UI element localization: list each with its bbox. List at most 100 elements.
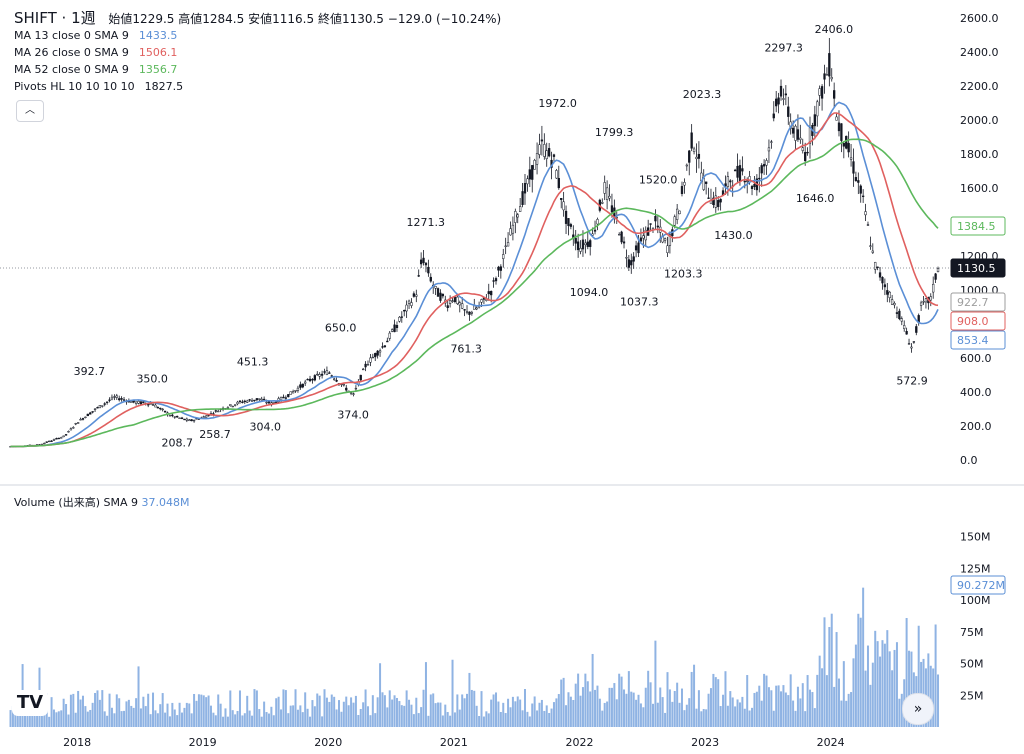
candle-body — [108, 399, 111, 401]
candle-body — [866, 224, 870, 226]
volume-legend[interactable]: Volume (出来高) SMA 9 37.048M — [14, 494, 189, 510]
volume-bar — [729, 691, 732, 727]
scroll-to-realtime-button[interactable]: » — [902, 693, 934, 725]
candle-body — [142, 401, 145, 404]
volume-bar — [676, 682, 679, 727]
candle-body — [818, 88, 821, 96]
volume-bar — [883, 643, 886, 727]
moving-average-lines — [10, 101, 939, 448]
volume-bar — [48, 716, 51, 727]
candle-body — [492, 280, 495, 282]
volume-bar — [444, 704, 447, 727]
volume-bar — [26, 713, 29, 727]
volume-bar — [521, 710, 524, 727]
indicator-label: MA 26 close 0 SMA 9 — [14, 46, 129, 59]
candle-body — [415, 294, 418, 297]
candle-body — [581, 239, 585, 250]
candle-body — [265, 401, 268, 404]
volume-bar — [584, 673, 587, 727]
volume-bar — [142, 696, 145, 727]
volume-bar — [147, 693, 150, 727]
price-axis[interactable]: 0.0200.0400.0600.0800.01000.01200.01400.… — [960, 12, 999, 702]
candle-body — [458, 302, 461, 306]
volume-bar — [125, 701, 128, 727]
volume-bar — [813, 708, 816, 727]
candle-body — [470, 311, 474, 314]
volume-bar — [258, 709, 261, 727]
axis-value-label: 1384.5 — [957, 220, 996, 233]
candle-body — [869, 245, 872, 247]
volume-bar — [881, 640, 884, 727]
volume-bar — [205, 697, 208, 727]
symbol-row: SHIFT · 1週 始値1229.5 高値1284.5 安値1116.5 終値… — [14, 10, 501, 27]
ma-line-ma52 — [10, 138, 939, 448]
volume-bar — [139, 708, 142, 727]
pivot-label: 392.7 — [74, 365, 106, 378]
low-value: 1116.5 — [272, 12, 315, 26]
volume-bar — [345, 696, 348, 727]
volume-bar — [74, 712, 77, 727]
pivot-label: 258.7 — [199, 428, 231, 441]
candle-body — [376, 350, 379, 356]
candle-body — [400, 316, 403, 318]
time-axis[interactable]: 2018 2019 2020 2021 2022 2023 2024 — [63, 736, 845, 749]
candle-body — [888, 291, 891, 298]
volume-bar — [565, 705, 568, 727]
candle-body — [139, 401, 143, 405]
candle-body — [644, 229, 647, 241]
indicator-pivots[interactable]: Pivots HL 10 10 10 10 1827.5 — [14, 78, 501, 95]
candle-body — [130, 401, 133, 403]
candle-body — [183, 418, 186, 421]
candle-body — [284, 397, 288, 399]
volume-bar — [748, 710, 751, 727]
candle-body — [618, 234, 621, 236]
candle-body — [480, 299, 483, 303]
price-tick-label: 1800.0 — [960, 148, 999, 161]
volume-bar — [60, 710, 63, 727]
candle-body — [255, 398, 259, 401]
volume-bar — [635, 699, 638, 727]
volume-bar — [929, 665, 932, 727]
volume-bar — [700, 711, 703, 727]
candle-body — [767, 147, 771, 152]
candle-body — [50, 440, 53, 442]
candle-body — [81, 418, 85, 420]
volume-bar — [135, 698, 138, 727]
candle-body — [526, 178, 529, 185]
volume-bar — [528, 716, 531, 727]
indicator-ma52[interactable]: MA 52 close 0 SMA 9 1356.7 — [14, 61, 501, 78]
candle-body — [60, 437, 63, 439]
candle-body — [760, 165, 763, 174]
symbol-title[interactable]: SHIFT · 1週 — [14, 9, 96, 27]
volume-bar — [487, 713, 490, 727]
candle-body — [490, 290, 493, 296]
collapse-legend-button[interactable]: ︿ — [16, 100, 44, 122]
candle-body — [120, 398, 123, 400]
volume-bar — [937, 674, 940, 727]
tradingview-logo[interactable]: TV — [12, 690, 48, 716]
candle-body — [825, 74, 829, 76]
candle-body — [717, 200, 720, 208]
volume-bar — [642, 707, 645, 727]
volume-bar — [398, 701, 401, 727]
volume-bar — [255, 690, 258, 727]
candle-body — [349, 392, 353, 394]
volume-bar — [420, 707, 423, 727]
symbol[interactable]: SHIFT — [14, 9, 57, 27]
indicator-ma26[interactable]: MA 26 close 0 SMA 9 1506.1 — [14, 44, 501, 61]
volume-bar — [137, 666, 140, 727]
candle-body — [448, 300, 452, 304]
volume-bar — [434, 703, 437, 727]
candle-body — [782, 98, 785, 100]
volume-bar — [270, 706, 273, 727]
candle-body — [456, 296, 459, 304]
volume-bar — [393, 695, 396, 727]
interval[interactable]: 1週 — [71, 9, 96, 27]
volume-bar — [200, 694, 203, 727]
volume-bar — [347, 705, 350, 727]
indicator-ma13[interactable]: MA 13 close 0 SMA 9 1433.5 — [14, 27, 501, 44]
candle-body — [772, 113, 775, 119]
volume-bar — [422, 689, 425, 727]
volume-bar — [164, 712, 167, 727]
